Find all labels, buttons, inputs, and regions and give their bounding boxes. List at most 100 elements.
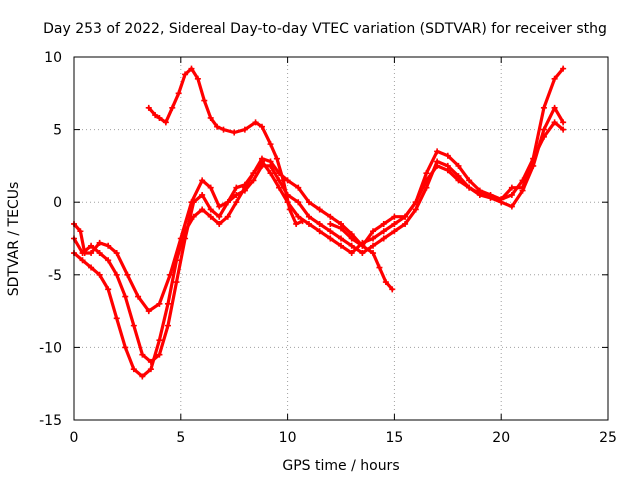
y-axis-label: SDTVAR / TECUs — [6, 182, 22, 297]
data-point-arc-a — [295, 184, 302, 191]
data-point-arc-b — [233, 191, 240, 198]
data-point-arc-c — [216, 220, 223, 227]
data-point-arc-d — [267, 141, 274, 148]
data-point-arc-b — [295, 199, 302, 206]
data-point-arc-b — [96, 250, 103, 257]
data-point-arc-a — [380, 220, 387, 227]
data-point-arc-a — [96, 239, 103, 246]
y-tick-label: 10 — [44, 50, 62, 66]
data-point-arc-b — [316, 220, 323, 227]
x-tick-label: 20 — [492, 430, 510, 446]
data-point-arc-c — [207, 213, 214, 220]
data-point-arc-b — [216, 213, 223, 220]
y-tick-label: -5 — [48, 268, 62, 284]
data-point-arc-c — [105, 286, 112, 293]
series-group — [71, 65, 567, 380]
data-point-arc-d — [182, 71, 189, 78]
data-point-arc-a — [77, 228, 84, 235]
data-point-arc-d — [252, 119, 259, 126]
data-point-arc-a — [124, 271, 131, 278]
data-point-arc-e — [338, 225, 344, 232]
data-point-arc-c — [487, 193, 494, 200]
plot-frame — [73, 56, 609, 421]
data-point-arc-c — [327, 235, 334, 242]
data-point-arc-a — [156, 300, 163, 307]
data-point-arc-e — [382, 279, 389, 286]
series-line-arc-e — [328, 222, 394, 291]
data-point-arc-b — [122, 293, 129, 300]
data-point-arc-d — [299, 218, 306, 225]
data-point-arc-c — [305, 220, 312, 227]
data-point-arc-b — [560, 119, 567, 126]
data-point-arc-c — [139, 373, 146, 380]
data-point-arc-c — [156, 337, 163, 344]
data-point-arc-d — [152, 112, 159, 119]
data-point-arc-d — [145, 104, 152, 111]
data-point-arc-a — [444, 152, 451, 159]
data-point-arc-b — [199, 191, 206, 198]
x-tick-label: 15 — [385, 430, 403, 446]
data-point-arc-c — [96, 271, 103, 278]
data-point-arc-c — [122, 344, 129, 351]
data-point-arc-b — [348, 242, 355, 249]
data-point-arc-c — [164, 300, 171, 307]
data-point-arc-d — [258, 123, 265, 130]
data-point-arc-b — [207, 206, 214, 213]
data-point-arc-a — [207, 184, 214, 191]
data-point-arc-b — [173, 279, 180, 286]
data-point-arc-d — [194, 75, 201, 82]
data-point-arc-c — [267, 170, 274, 177]
data-point-arc-b — [156, 351, 163, 358]
data-point-arc-c — [466, 184, 473, 191]
data-point-arc-b — [224, 199, 231, 206]
data-point-arc-a — [199, 177, 206, 184]
data-point-arc-e — [359, 242, 366, 249]
data-point-arc-b — [327, 228, 334, 235]
data-point-arc-b — [412, 206, 419, 213]
data-point-arc-c — [508, 191, 515, 198]
data-point-arc-b — [370, 242, 377, 249]
data-point-arc-a — [423, 170, 430, 177]
data-point-arc-c — [391, 220, 398, 227]
data-point-arc-c — [412, 199, 419, 206]
data-point-arc-c — [560, 126, 567, 133]
data-point-arc-c — [190, 213, 197, 220]
data-point-arc-c — [444, 167, 451, 174]
data-point-arc-e — [389, 286, 396, 293]
axis-ticks: 0 5 10 15 20 25 -15 -10 -5 0 5 10 — [39, 50, 617, 446]
data-point-arc-c — [530, 155, 537, 162]
data-point-arc-e — [370, 250, 377, 257]
data-point-arc-c — [224, 213, 231, 220]
data-point-arc-c — [423, 177, 430, 184]
data-point-arc-a — [560, 65, 567, 72]
data-point-arc-b — [105, 257, 112, 264]
x-tick-label: 25 — [599, 430, 617, 446]
data-point-arc-a — [391, 213, 398, 220]
chart-title: Day 253 of 2022, Sidereal Day-to-day VTE… — [43, 21, 607, 37]
data-point-arc-c — [241, 184, 248, 191]
data-point-arc-a — [455, 162, 462, 169]
data-point-arc-b — [402, 220, 409, 227]
data-point-arc-b — [88, 242, 95, 249]
data-point-arc-c — [551, 119, 558, 126]
data-point-arc-c — [182, 228, 189, 235]
data-point-arc-e — [348, 235, 355, 242]
data-point-arc-a — [135, 293, 142, 300]
data-point-arc-b — [359, 250, 366, 257]
data-point-arc-a — [508, 184, 515, 191]
data-point-arc-b — [130, 322, 137, 329]
x-tick-label: 0 — [70, 430, 79, 446]
data-point-arc-b — [250, 177, 257, 184]
data-point-arc-c — [348, 250, 355, 257]
data-point-arc-c — [258, 158, 265, 165]
data-point-arc-c — [276, 184, 283, 191]
data-point-arc-c — [338, 242, 344, 249]
data-point-arc-c — [173, 257, 180, 264]
data-point-arc-d — [273, 155, 280, 162]
y-tick-label: -15 — [39, 413, 62, 429]
data-point-arc-a — [327, 213, 334, 220]
data-point-arc-b — [508, 203, 515, 210]
data-point-arc-c — [455, 177, 462, 184]
